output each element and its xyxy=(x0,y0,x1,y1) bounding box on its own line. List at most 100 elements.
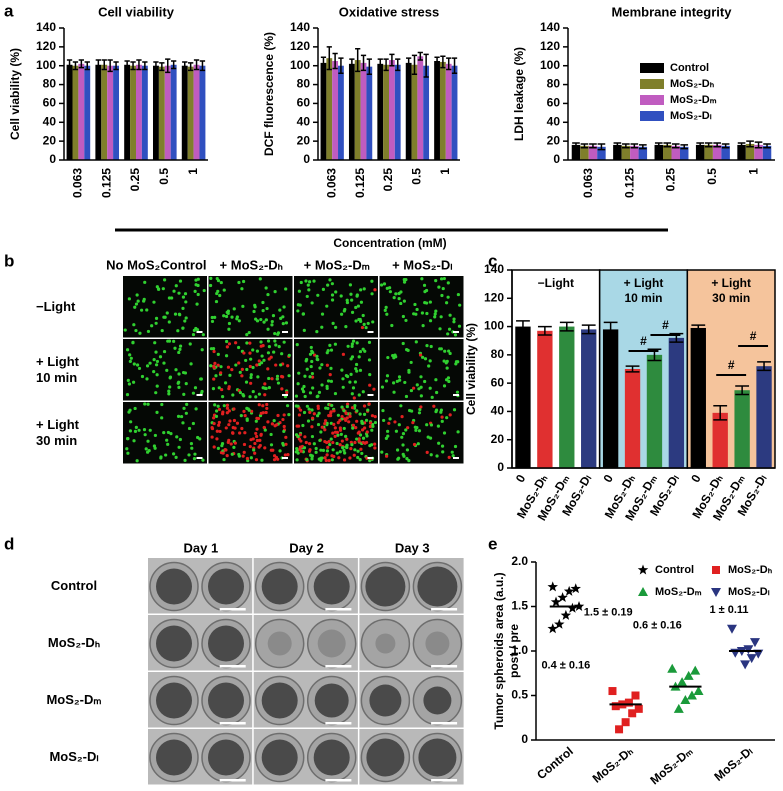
cell-dot xyxy=(318,438,322,443)
row-label: + Light xyxy=(36,354,80,369)
y-tick-label: 60 xyxy=(43,96,57,110)
cell-dot xyxy=(255,319,260,323)
cell-dot xyxy=(340,405,344,409)
cell-dot xyxy=(222,457,226,462)
cell-dot xyxy=(281,441,285,446)
cell-dot xyxy=(237,319,241,323)
chart-title: Cell viability xyxy=(98,4,175,19)
cell-dot xyxy=(129,420,133,424)
cell-dot xyxy=(264,318,268,322)
cell-dot xyxy=(452,317,456,321)
cell-dot xyxy=(191,332,196,337)
cell-dot xyxy=(193,386,198,390)
cell-dot xyxy=(433,312,437,316)
cell-dot xyxy=(316,414,320,418)
error-bar xyxy=(654,142,663,148)
cell-dot xyxy=(414,428,418,432)
cell-dot xyxy=(221,451,225,455)
cell-dot xyxy=(270,323,274,327)
cell-dot xyxy=(234,363,238,367)
column-header: + MoS₂-Dₗ xyxy=(392,257,452,272)
bar xyxy=(95,64,102,160)
scale-bar xyxy=(453,394,459,396)
point xyxy=(673,703,684,713)
cell-dot xyxy=(328,278,332,282)
cell-dot xyxy=(300,387,305,391)
cell-dot xyxy=(183,292,188,296)
cell-dot xyxy=(209,347,213,351)
cell-dot xyxy=(201,458,205,462)
cell-dot xyxy=(237,361,241,365)
x-axis-label: Concentration (mM) xyxy=(333,236,446,250)
cell-dot xyxy=(361,436,366,440)
error-bar xyxy=(182,61,188,71)
cell-dot xyxy=(166,430,170,435)
cell-dot xyxy=(276,332,280,336)
bar xyxy=(338,65,344,160)
cell-dot xyxy=(181,326,185,330)
point xyxy=(550,596,562,607)
scale-bar xyxy=(219,779,246,782)
cell-dot xyxy=(178,344,183,348)
cell-dot xyxy=(344,434,348,439)
cell-dot xyxy=(327,458,331,463)
bar xyxy=(654,144,664,160)
cell-dot xyxy=(146,450,150,454)
legend-label: MoS₂-Dₘ xyxy=(655,586,702,598)
group-label: −Light xyxy=(538,276,574,290)
cell-dot xyxy=(444,378,449,382)
cell-dot xyxy=(342,409,346,413)
bar xyxy=(354,60,361,160)
cell-dot xyxy=(219,365,223,369)
cell-dot xyxy=(216,352,220,356)
cell-dot xyxy=(447,455,451,459)
cell-dot xyxy=(213,403,217,407)
cell-dot xyxy=(432,404,436,408)
cell-dot xyxy=(407,459,411,463)
cell-dot xyxy=(232,418,237,423)
group-label: 10 min xyxy=(624,291,662,305)
cell-dot xyxy=(351,426,355,430)
cell-dot xyxy=(278,449,282,453)
cell-dot xyxy=(395,379,399,383)
cell-dot xyxy=(333,430,338,434)
bar xyxy=(734,390,750,468)
y-tick-label: 1.5 xyxy=(511,599,528,613)
spheroid xyxy=(417,566,458,607)
cell-dot xyxy=(383,308,387,312)
cell-dot xyxy=(456,430,460,434)
cell-dot xyxy=(326,379,331,383)
cell-dot xyxy=(401,443,405,447)
cell-dot xyxy=(310,375,315,379)
panel-label: d xyxy=(4,534,14,553)
cell-dot xyxy=(317,411,321,415)
bar xyxy=(434,61,440,160)
cell-dot xyxy=(235,421,240,425)
point xyxy=(711,588,721,597)
cell-dot xyxy=(267,376,271,381)
cell-dot xyxy=(165,311,169,315)
spheroid xyxy=(208,739,244,776)
error-bar xyxy=(630,143,639,149)
cell-dot xyxy=(241,304,245,308)
point xyxy=(683,670,694,680)
cell-dot xyxy=(456,360,460,364)
cell-dot xyxy=(308,391,313,395)
cell-dot xyxy=(364,325,368,330)
cell-dot xyxy=(385,374,390,378)
error-bar xyxy=(130,61,136,71)
cell-dot xyxy=(401,341,405,346)
point xyxy=(634,704,643,713)
cell-dot xyxy=(398,378,402,382)
cell-dot xyxy=(434,278,438,283)
column-header: + MoS₂-Dₕ xyxy=(220,257,283,272)
cell-dot xyxy=(308,280,312,284)
cell-dot xyxy=(131,380,136,384)
cell-dot xyxy=(258,443,262,448)
cell-dot xyxy=(357,439,361,443)
cell-dot xyxy=(354,425,358,430)
y-tick-label: 80 xyxy=(297,77,311,91)
error-bar xyxy=(559,321,574,332)
point xyxy=(686,690,697,700)
